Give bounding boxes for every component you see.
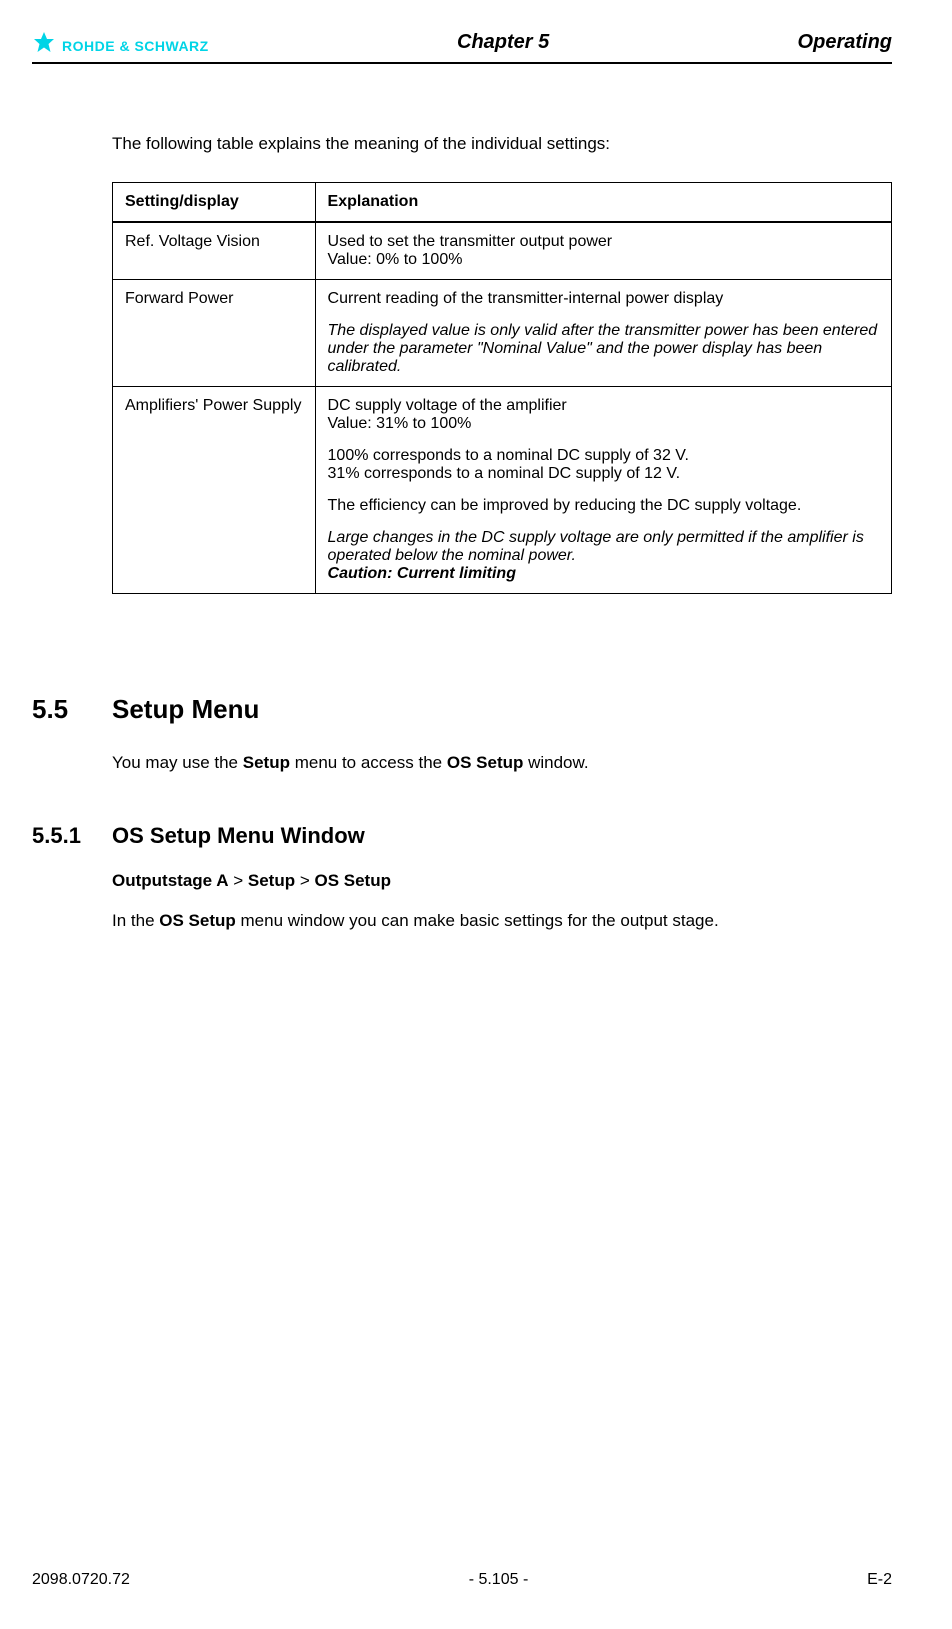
table-text: DC supply voltage of the amplifier	[328, 397, 879, 415]
table-text: 31% corresponds to a nominal DC supply o…	[328, 465, 879, 483]
table-cell-setting: Forward Power	[113, 280, 316, 387]
table-cell-explanation: DC supply voltage of the amplifierValue:…	[315, 387, 891, 594]
table-text: Caution: Current limiting	[328, 565, 879, 583]
page-header: ROHDE & SCHWARZ Chapter 5 Operating	[32, 30, 892, 64]
intro-text: The following table explains the meaning…	[112, 134, 892, 154]
subsection-heading: 5.5.1 OS Setup Menu Window	[112, 823, 892, 849]
breadcrumb-sep: >	[295, 871, 314, 890]
text: menu to access the	[290, 753, 447, 772]
table-text: The displayed value is only valid after …	[328, 322, 879, 376]
breadcrumb-sep: >	[228, 871, 247, 890]
spacer	[328, 515, 879, 529]
table-text: 100% corresponds to a nominal DC supply …	[328, 447, 879, 465]
table-cell-explanation: Current reading of the transmitter-inter…	[315, 280, 891, 387]
section-number: 5.5	[32, 694, 112, 725]
text-bold: OS Setup	[159, 911, 236, 930]
table-text: Large changes in the DC supply voltage a…	[328, 529, 879, 565]
chapter-label: Chapter 5	[457, 31, 549, 54]
section-title: Setup Menu	[112, 694, 259, 725]
text: In the	[112, 911, 159, 930]
logo-icon	[32, 30, 56, 54]
breadcrumb-item: OS Setup	[314, 871, 391, 890]
footer-center: - 5.105 -	[469, 1571, 529, 1589]
table-row: Ref. Voltage VisionUsed to set the trans…	[113, 222, 892, 280]
spacer	[328, 483, 879, 497]
logo-text: ROHDE & SCHWARZ	[62, 38, 209, 54]
footer-right: E-2	[867, 1571, 892, 1589]
subsection-paragraph: In the OS Setup menu window you can make…	[112, 911, 892, 931]
table-cell-setting: Amplifiers' Power Supply	[113, 387, 316, 594]
table-row: Forward Power Current reading of the tran…	[113, 280, 892, 387]
text-bold: Setup	[243, 753, 290, 772]
subsection-title: OS Setup Menu Window	[112, 823, 365, 849]
table-row: Amplifiers' Power SupplyDC supply voltag…	[113, 387, 892, 594]
page: ROHDE & SCHWARZ Chapter 5 Operating The …	[0, 0, 952, 1629]
content-area: The following table explains the meaning…	[32, 64, 892, 931]
table-header-row: Setting/display Explanation	[113, 183, 892, 223]
table-header-explanation: Explanation	[315, 183, 891, 223]
table-header-setting: Setting/display	[113, 183, 316, 223]
text: menu window you can make basic settings …	[236, 911, 719, 930]
spacer	[328, 308, 879, 322]
footer-left: 2098.0720.72	[32, 1571, 130, 1589]
text-bold: OS Setup	[447, 753, 524, 772]
table-text: Value: 0% to 100%	[328, 251, 879, 269]
table-cell-explanation: Used to set the transmitter output power…	[315, 222, 891, 280]
table-text: Current reading of the transmitter-inter…	[328, 290, 879, 308]
spacer	[328, 433, 879, 447]
section-label: Operating	[798, 31, 892, 54]
logo: ROHDE & SCHWARZ	[32, 30, 209, 54]
table-cell-setting: Ref. Voltage Vision	[113, 222, 316, 280]
subsection-number: 5.5.1	[32, 823, 112, 849]
text: You may use the	[112, 753, 243, 772]
page-footer: 2098.0720.72 - 5.105 - E-2	[32, 1571, 892, 1589]
section-heading: 5.5 Setup Menu	[112, 694, 892, 725]
breadcrumb: Outputstage A > Setup > OS Setup	[112, 871, 892, 891]
breadcrumb-item: Outputstage A	[112, 871, 228, 890]
section-paragraph: You may use the Setup menu to access the…	[112, 753, 892, 773]
text: window.	[523, 753, 588, 772]
table-text: Used to set the transmitter output power	[328, 233, 879, 251]
settings-table: Setting/display Explanation Ref. Voltage…	[112, 182, 892, 594]
breadcrumb-item: Setup	[248, 871, 295, 890]
table-text: Value: 31% to 100%	[328, 415, 879, 433]
table-text: The efficiency can be improved by reduci…	[328, 497, 879, 515]
